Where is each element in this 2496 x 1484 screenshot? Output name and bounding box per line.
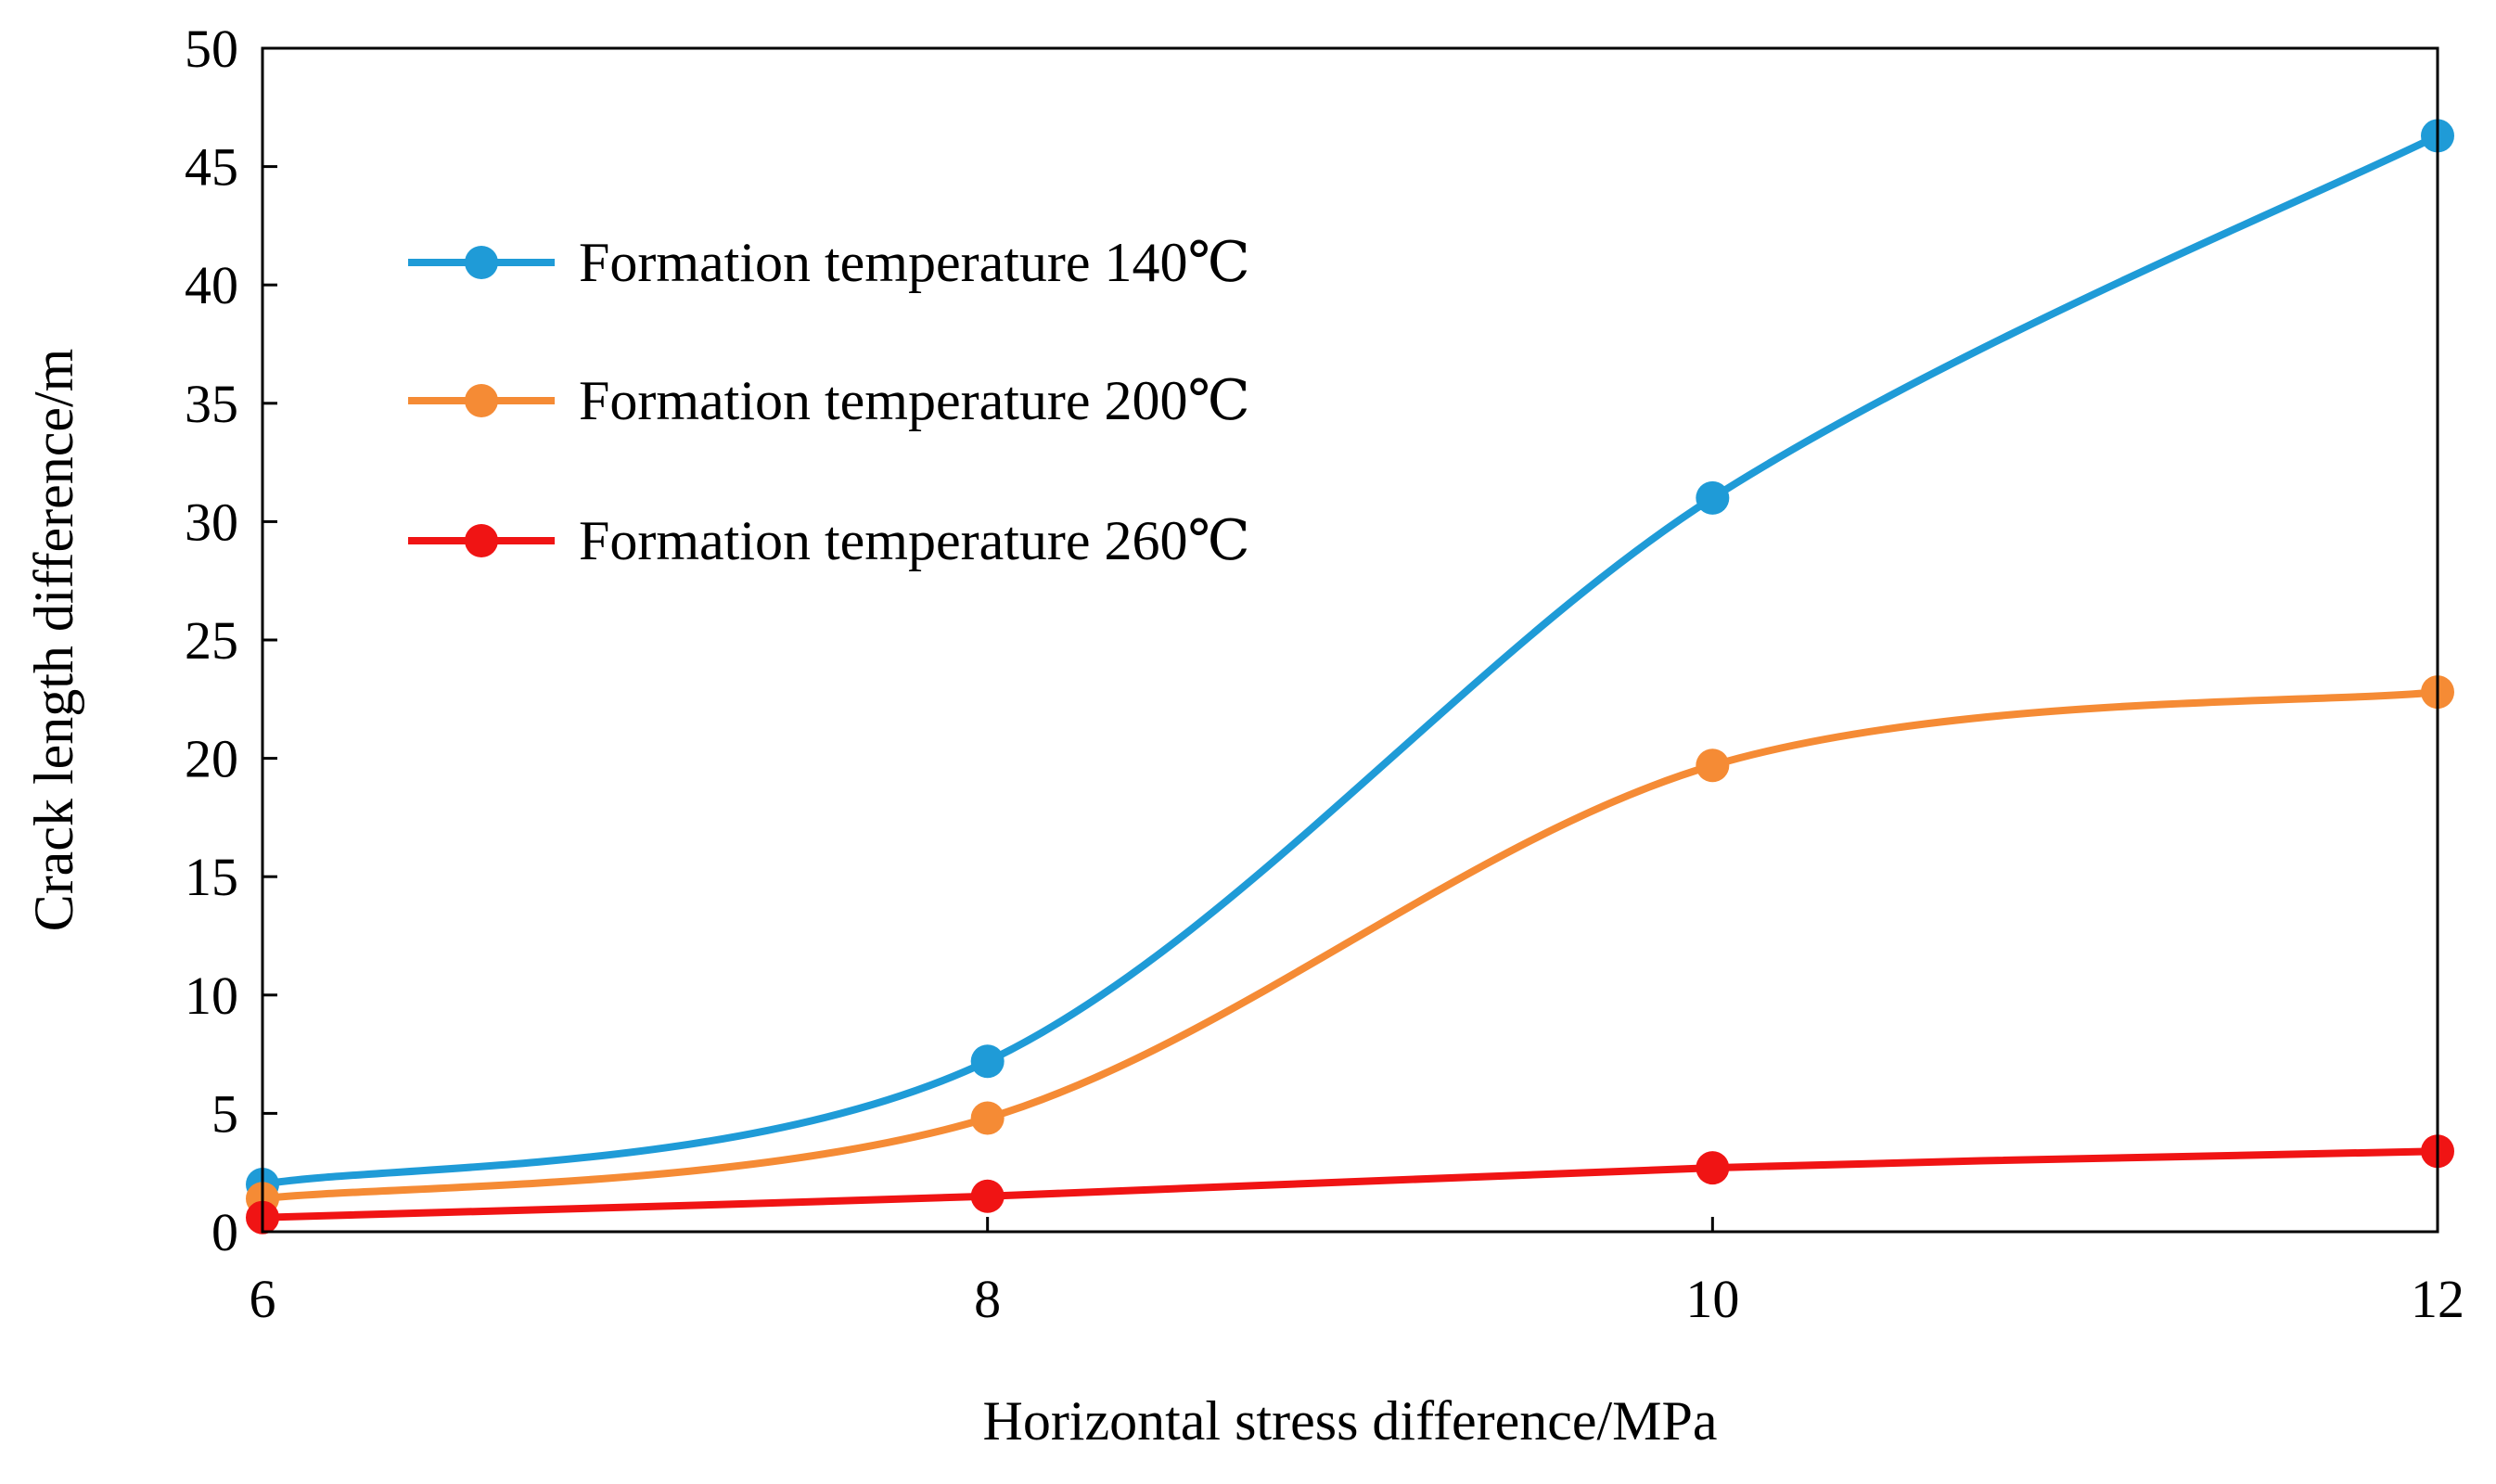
legend-label-2: Formation temperature 200℃ (579, 370, 1250, 431)
legend-marker-3 (465, 524, 498, 557)
y-tick-label: 0 (211, 1202, 238, 1262)
y-tick-label: 20 (185, 729, 238, 789)
x-tick-label: 10 (1685, 1269, 1739, 1329)
legend-label-3: Formation temperature 260℃ (579, 510, 1250, 571)
series-3-point (970, 1179, 1005, 1213)
x-tick-label: 8 (974, 1269, 1001, 1329)
x-tick-label: 6 (250, 1269, 276, 1329)
legend: Formation temperature 140℃ Formation temp… (408, 232, 1250, 571)
series-line-1 (262, 132, 2439, 1188)
y-tick-label: 5 (211, 1083, 238, 1144)
series-2-point (970, 1101, 1005, 1135)
y-tick-label: 30 (185, 492, 238, 552)
series-3-point (1696, 1151, 1730, 1185)
series-1-point (1696, 480, 1730, 515)
y-tick-label: 15 (185, 847, 238, 907)
y-tick-label: 50 (185, 19, 238, 79)
x-axis-title: Horizontal stress difference/MPa (983, 1390, 1718, 1452)
series-line-3 (262, 1147, 2438, 1222)
y-tick-label: 25 (185, 610, 238, 671)
axis-ticks: 0 5 10 15 20 25 30 35 40 45 50 6 8 10 12 (185, 19, 2464, 1329)
series-2-point (1696, 748, 1730, 783)
series-1-point (970, 1044, 1005, 1079)
y-tick-label: 45 (185, 137, 238, 198)
legend-label-1: Formation temperature 140℃ (579, 232, 1250, 293)
y-tick-label: 10 (185, 966, 238, 1026)
legend-marker-1 (465, 246, 498, 279)
y-tick-label: 35 (185, 374, 238, 434)
x-tick-label: 12 (2411, 1269, 2464, 1329)
y-tick-label: 40 (185, 255, 238, 315)
legend-marker-2 (465, 384, 498, 417)
y-axis-title: Crack length difference/m (23, 349, 84, 932)
series-line-2 (262, 688, 2438, 1203)
